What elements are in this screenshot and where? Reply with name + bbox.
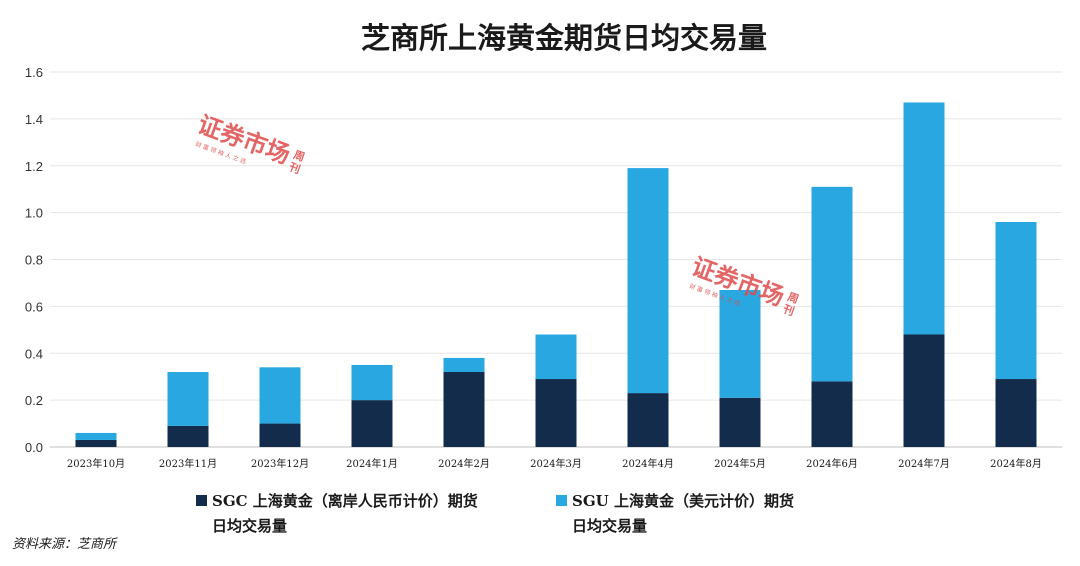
bars bbox=[75, 102, 1037, 447]
x-tick-label: 2024年2月 bbox=[438, 457, 490, 470]
bar-sgu bbox=[811, 186, 853, 382]
x-tick-label: 2024年8月 bbox=[990, 457, 1042, 470]
bar-sgu bbox=[719, 289, 761, 398]
bar-sgc bbox=[627, 393, 669, 447]
legend-label: SGU 上海黄金（美元计价）期货 bbox=[572, 492, 794, 510]
bar-sgc bbox=[995, 379, 1037, 447]
watermark-side: 刊 bbox=[287, 161, 302, 177]
legend-swatch bbox=[556, 495, 567, 506]
y-tick-label: 1.2 bbox=[25, 159, 43, 174]
bar-sgu bbox=[351, 364, 393, 401]
y-axis: 0.0 0.2 0.4 0.6 0.8 1.0 1.2 1.4 1.6 bbox=[25, 65, 43, 455]
bar-sgu bbox=[903, 102, 945, 335]
watermark-side: 刊 bbox=[781, 303, 796, 319]
x-tick-label: 2024年5月 bbox=[714, 457, 766, 470]
bar-sgc bbox=[351, 400, 393, 447]
source-note: 资料来源：芝商所 bbox=[12, 537, 118, 552]
watermark-side: 周 bbox=[292, 148, 307, 164]
y-tick-label: 1.6 bbox=[25, 65, 43, 80]
y-tick-label: 0.4 bbox=[25, 346, 43, 361]
x-tick-label: 2023年11月 bbox=[159, 457, 217, 470]
y-tick-label: 0.8 bbox=[25, 253, 43, 268]
y-tick-label: 0.2 bbox=[25, 393, 43, 408]
legend-swatch bbox=[196, 495, 207, 506]
bar-sgu bbox=[995, 222, 1037, 380]
bar-sgc bbox=[75, 439, 117, 447]
bar-sgc bbox=[259, 423, 301, 447]
watermark-side: 周 bbox=[786, 290, 801, 306]
bar-sgu bbox=[627, 168, 669, 394]
legend-label: 日均交易量 bbox=[572, 517, 647, 535]
y-tick-label: 0.0 bbox=[25, 440, 43, 455]
x-tick-label: 2024年1月 bbox=[346, 457, 398, 470]
y-tick-label: 1.4 bbox=[25, 112, 43, 127]
legend-label: SGC 上海黄金（离岸人民币计价）期货 bbox=[212, 492, 478, 510]
bar-sgu bbox=[75, 432, 117, 440]
x-tick-label: 2024年6月 bbox=[806, 457, 858, 470]
bar-sgc bbox=[167, 425, 209, 447]
x-tick-label: 2024年4月 bbox=[622, 457, 674, 470]
bar-sgu bbox=[443, 357, 485, 372]
x-tick-label: 2024年3月 bbox=[530, 457, 582, 470]
bar-sgc bbox=[535, 379, 577, 447]
chart-title: 芝商所上海黄金期货日均交易量 bbox=[361, 21, 767, 55]
x-tick-label: 2023年10月 bbox=[67, 457, 125, 470]
bar-sgc bbox=[811, 381, 853, 447]
bar-sgc bbox=[443, 372, 485, 447]
x-tick-label: 2024年7月 bbox=[898, 457, 950, 470]
bar-sgc bbox=[903, 334, 945, 447]
bar-sgu bbox=[167, 372, 209, 426]
legend-label: 日均交易量 bbox=[212, 517, 287, 535]
y-tick-label: 1.0 bbox=[25, 206, 43, 221]
bar-sgc bbox=[719, 397, 761, 447]
grid-lines bbox=[50, 71, 1062, 448]
bar-sgu bbox=[259, 367, 301, 424]
x-axis: 2023年10月 2023年11月 2023年12月 2024年1月 2024年2月 20… bbox=[67, 457, 1042, 470]
bar-sgu bbox=[535, 334, 577, 380]
y-tick-label: 0.6 bbox=[25, 299, 43, 314]
x-tick-label: 2023年12月 bbox=[251, 457, 309, 470]
